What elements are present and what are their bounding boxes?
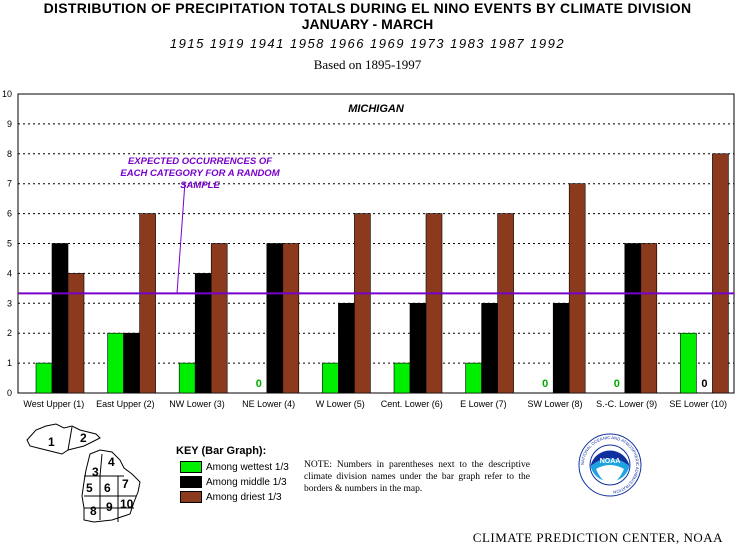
michigan-division-map: 1 2 3 4 5 6 7 8 9 10 [26,423,141,523]
key-swatch-wettest [180,461,202,473]
footer-credit: CLIMATE PREDICTION CENTER, NOAA [472,530,723,545]
bar [425,213,443,394]
key-row-middle: Among middle 1/3 [180,476,287,488]
x-tick-label: W Lower (5) [316,399,365,409]
bar [497,213,514,394]
key-row-wettest: Among wettest 1/3 [180,461,289,473]
bar-chart: 0 1 2 3 4 5 6 7 8 9 10 MICHIGAN West Upper (1) East U… [2,89,735,409]
x-tick-label: NW Lower (3) [169,399,225,409]
bar [322,362,339,394]
y-tick-label: 10 [2,89,12,99]
y-tick-label: 4 [7,268,12,278]
expected-label-line: EXPECTED OCCURRENCES OF [128,156,272,167]
x-tick-label: Cent. Lower (6) [381,399,443,409]
key-row-driest: Among driest 1/3 [180,491,282,503]
key-swatch-middle [180,476,202,488]
bar [338,302,355,394]
bar [568,183,586,394]
chart-season: JANUARY - MARCH [301,16,434,32]
map-label-10: 10 [120,497,134,511]
plot-title: MICHIGAN [348,103,405,115]
bar [107,332,124,394]
y-tick-label: 7 [7,179,12,189]
bar [712,153,729,394]
bar [481,302,498,394]
map-label-6: 6 [104,481,111,495]
y-tick-label: 2 [7,328,12,338]
key-label-wettest: Among wettest 1/3 [206,461,289,473]
map-label-3: 3 [92,465,99,479]
chart-years: 1915 1919 1941 1958 1966 1969 1973 1983 … [169,36,566,51]
chart-baseline: Based on 1895-1997 [313,57,422,72]
y-tick-label: 8 [7,149,12,159]
expected-label-line: SAMPLE [180,180,220,191]
bar [51,243,69,394]
bar [640,243,658,394]
key-label-driest: Among driest 1/3 [206,491,282,503]
map-label-5: 5 [86,481,93,495]
expected-label-pointer [176,181,186,294]
bar [282,243,300,394]
bar [123,332,140,394]
zero-value-label: 0 [614,378,620,390]
noaa-logo-text: NOAA [600,458,621,465]
bar [680,332,697,394]
y-tick-label: 9 [7,119,12,129]
bar [35,362,53,394]
map-label-7: 7 [122,477,129,491]
map-label-1: 1 [48,435,55,449]
note-text: NOTE: Numbers in parentheses next to the… [304,460,530,494]
map-label-9: 9 [106,500,113,514]
noaa-logo: NATIONAL OCEANIC AND ATMOSPHERIC ADMINIS… [578,433,642,497]
map-upper-peninsula [26,423,101,455]
x-tick-label: SE Lower (10) [669,399,727,409]
key-label-middle: Among middle 1/3 [206,476,287,488]
zero-value-label: 0 [701,378,707,390]
zero-value-label: 0 [542,378,548,390]
y-tick-label: 6 [7,209,12,219]
x-tick-label: East Upper (2) [96,399,155,409]
map-label-8: 8 [90,504,97,518]
bar [409,302,427,394]
key-swatch-driest [180,491,202,503]
bar [465,362,482,394]
x-tick-label: NE Lower (4) [242,399,295,409]
bar [552,302,570,394]
bar [624,243,642,394]
chart-title: DISTRIBUTION OF PRECIPITATION TOTALS DUR… [43,0,692,16]
y-tick-label: 1 [7,358,12,368]
zero-value-label: 0 [256,378,262,390]
y-tick-label: 0 [7,388,12,398]
bar [67,273,85,394]
bar [354,213,371,394]
map-label-4: 4 [108,455,115,469]
map-label-2: 2 [80,431,87,445]
x-tick-label: S.-C. Lower (9) [596,399,657,409]
bar [139,213,156,394]
key-title: KEY (Bar Graph): [176,445,267,457]
bar [178,362,196,394]
bar [266,243,284,394]
expected-label-line: EACH CATEGORY FOR A RANDOM [120,168,280,179]
bar [393,362,411,394]
y-tick-label: 3 [7,298,12,308]
y-tick-label: 5 [7,239,12,249]
x-tick-label: E Lower (7) [460,399,507,409]
x-tick-label: SW Lower (8) [527,399,582,409]
bar [194,273,212,394]
x-tick-label: West Upper (1) [23,399,84,409]
bar [210,243,228,394]
